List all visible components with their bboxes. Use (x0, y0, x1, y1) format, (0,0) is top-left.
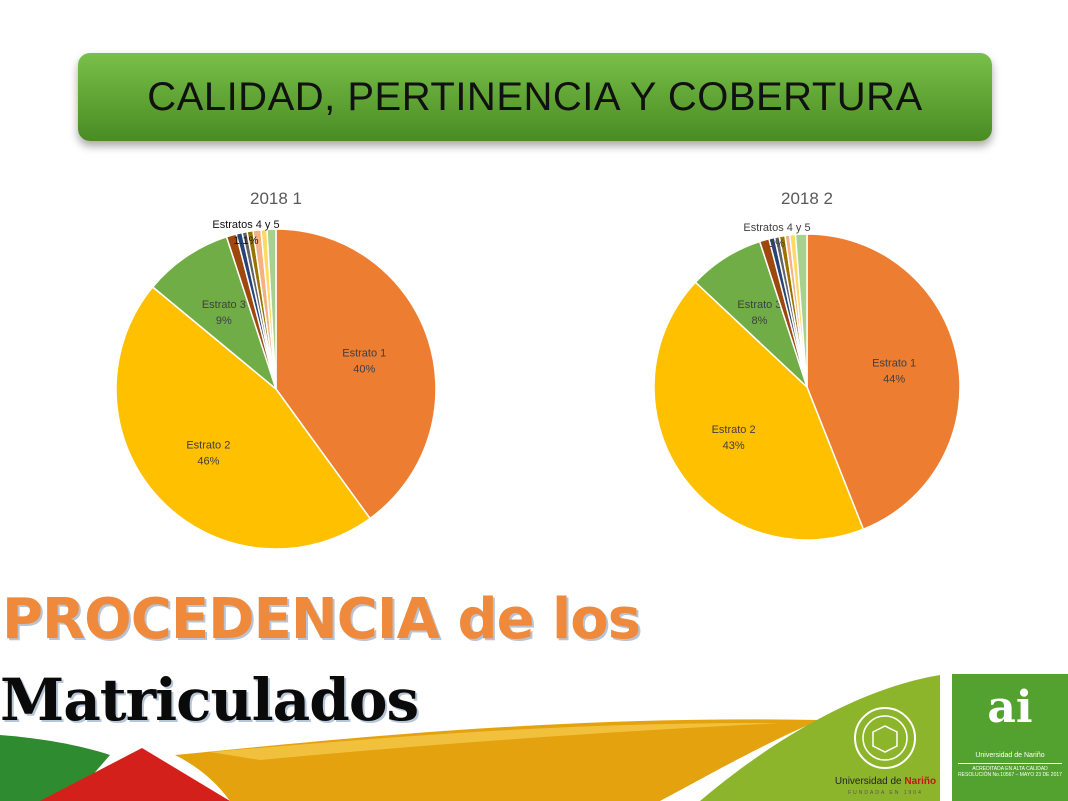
pie-chart-2018-1: 2018 1 Estrato 1 40% Estrato 2 46% Estrato 3 9… (66, 180, 486, 560)
pie-slice (115, 285, 372, 550)
slice-percent: 43% (723, 440, 745, 452)
pie-slice (275, 228, 437, 520)
pie-slice (806, 233, 961, 531)
callout-label: Estratos 4 y 5 (212, 219, 279, 231)
founded-text: FUNDADA EN 1904 (848, 790, 923, 796)
slice-label: Estrato 3 (737, 299, 781, 311)
slice-percent: 46% (197, 456, 219, 468)
accreditation-badge: ai Universidad de Nariño ACREDITADA EN A… (952, 674, 1068, 801)
yellow-swoosh-light (210, 722, 780, 760)
pie-svg: 2018 1 Estrato 1 40% Estrato 2 46% Estrato 3 9… (115, 189, 437, 550)
footer-decoration (0, 675, 940, 801)
pie-slice (653, 281, 865, 541)
chart-title: 2018 1 (250, 189, 302, 208)
red-wedge (40, 748, 230, 801)
slice-percent: 8% (751, 315, 767, 327)
slice-label: Estrato 2 (186, 440, 230, 452)
slice-percent: 44% (883, 373, 905, 385)
pie-svg: 2018 2 Estrato 1 44% Estrato 2 43% Estrato 3 8… (653, 189, 961, 541)
pie-slice (794, 233, 808, 388)
pie-slice (151, 235, 278, 392)
pie-chart-2018-2: 2018 2 Estrato 1 44% Estrato 2 43% Estrato 3 8… (597, 180, 1017, 560)
slice-label: Estrato 1 (872, 357, 916, 369)
yellow-swoosh (175, 719, 820, 801)
accreditation-mark: ai (987, 682, 1033, 733)
callout-label: Estratos 4 y 5 (743, 222, 810, 234)
headline-procedencia: PROCEDENCIA de los (2, 587, 641, 652)
pie-slice (266, 228, 277, 390)
university-name: Universidad de Nariño (834, 776, 937, 787)
slice-percent: 40% (353, 363, 375, 375)
callout-percent: 1% (769, 238, 785, 250)
slide-title: CALIDAD, PERTINENCIA Y COBERTURA (147, 74, 923, 119)
slice-percent: 9% (216, 315, 232, 327)
slice-label: Estrato 1 (342, 347, 386, 359)
callout-percent: 1.1% (233, 235, 258, 247)
headline-matriculados: Matriculados (0, 666, 419, 734)
title-banner: CALIDAD, PERTINENCIA Y COBERTURA (78, 53, 992, 141)
university-seal-icon (854, 707, 916, 769)
university-logo: Universidad de Nariño FUNDADA EN 1904 (828, 700, 943, 800)
slice-label: Estrato 2 (712, 424, 756, 436)
chart-title: 2018 2 (781, 189, 833, 208)
accreditation-university: Universidad de Nariño (975, 752, 1045, 759)
accreditation-resolution: ACREDITADA EN ALTA CALIDAD RESOLUCIÓN No… (958, 763, 1062, 778)
slice-label: Estrato 3 (202, 299, 246, 311)
green-panel (700, 675, 940, 801)
